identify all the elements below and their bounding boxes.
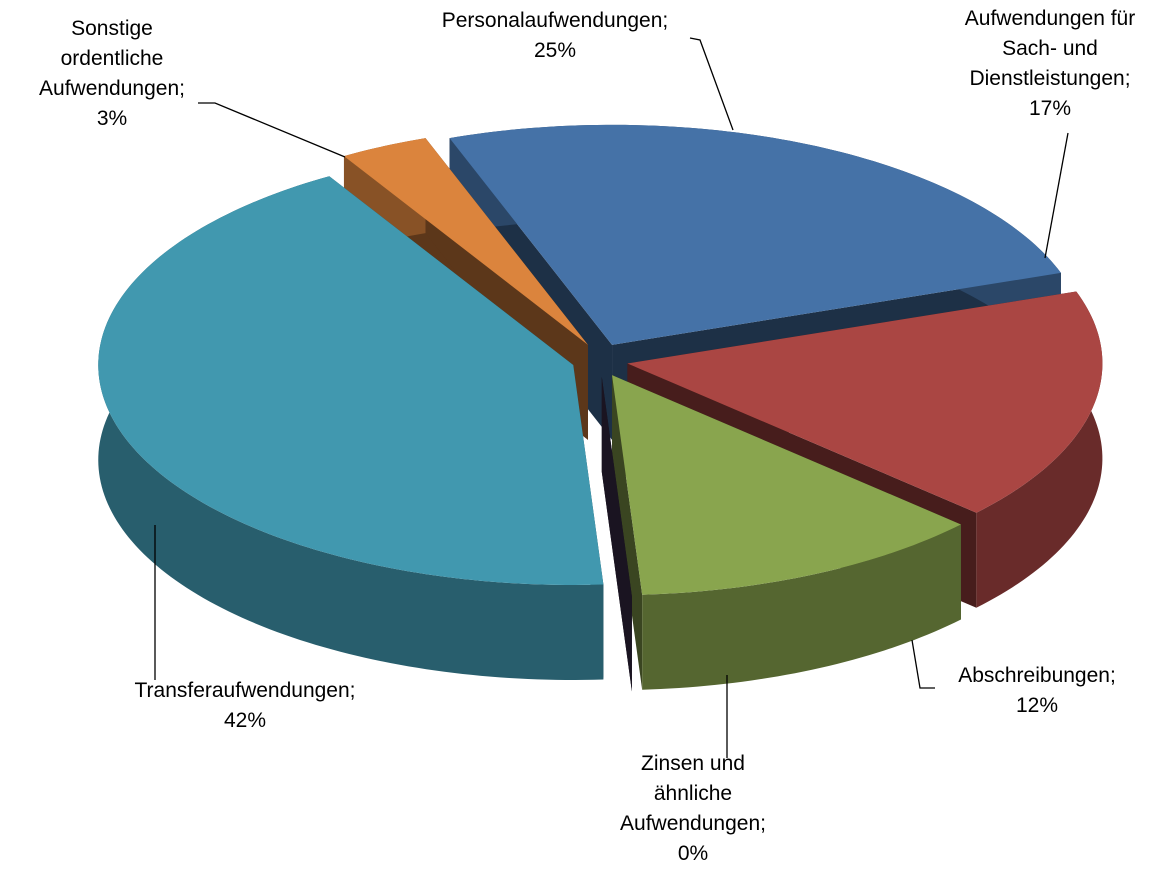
leader-line bbox=[689, 37, 734, 131]
data-label-name: Zinsen und ähnliche Aufwendungen; bbox=[620, 752, 766, 835]
slice-top bbox=[343, 138, 588, 345]
slice-side bbox=[642, 524, 961, 690]
data-label-value: 42% bbox=[224, 709, 266, 732]
leader-line bbox=[198, 102, 346, 158]
label-line: Sonstige bbox=[71, 17, 153, 40]
slice bbox=[612, 375, 961, 690]
slice-top bbox=[627, 291, 1103, 513]
leader-line bbox=[1044, 132, 1069, 259]
label-line: Dienstleistungen; bbox=[969, 67, 1130, 90]
slice-top bbox=[612, 375, 961, 595]
label-line: Sach- und bbox=[1002, 37, 1098, 60]
data-label-name: Abschreibungen; bbox=[958, 664, 1116, 687]
label-line: Personalaufwendungen; bbox=[442, 9, 669, 32]
label-line: Aufwendungen; bbox=[620, 812, 766, 835]
label-line: Transferaufwendungen; bbox=[134, 679, 355, 702]
slice bbox=[601, 376, 632, 692]
label-line: ordentliche bbox=[61, 47, 164, 70]
data-label-value: 25% bbox=[534, 39, 576, 62]
labels: Personalaufwendungen; 25% Aufwendungen für… bbox=[39, 7, 1135, 865]
slice bbox=[98, 176, 604, 680]
data-label-name: Sonstige ordentliche Aufwendungen; bbox=[39, 17, 185, 100]
slice-top bbox=[449, 124, 1061, 345]
slice-top bbox=[98, 176, 604, 585]
data-label-value: 0% bbox=[678, 842, 708, 865]
data-label-name: Transferaufwendungen; bbox=[134, 679, 355, 702]
slice-side bbox=[976, 291, 1103, 608]
data-label-name: Aufwendungen für Sach- und Dienstleistunge… bbox=[965, 7, 1135, 90]
slice-side bbox=[612, 375, 643, 690]
data-label-value: 3% bbox=[97, 107, 127, 130]
slice-side bbox=[601, 376, 632, 692]
pie bbox=[98, 124, 1103, 692]
data-label-name: Personalaufwendungen; bbox=[442, 9, 669, 32]
data-label-value: 17% bbox=[1029, 97, 1071, 120]
label-line: ähnliche bbox=[654, 782, 732, 805]
label-line: Abschreibungen; bbox=[958, 664, 1116, 687]
label-line: Aufwendungen; bbox=[39, 77, 185, 100]
label-line: Aufwendungen für bbox=[965, 7, 1135, 30]
leader-line bbox=[911, 639, 935, 689]
data-label-value: 12% bbox=[1016, 694, 1058, 717]
label-line: Zinsen und bbox=[641, 752, 745, 775]
